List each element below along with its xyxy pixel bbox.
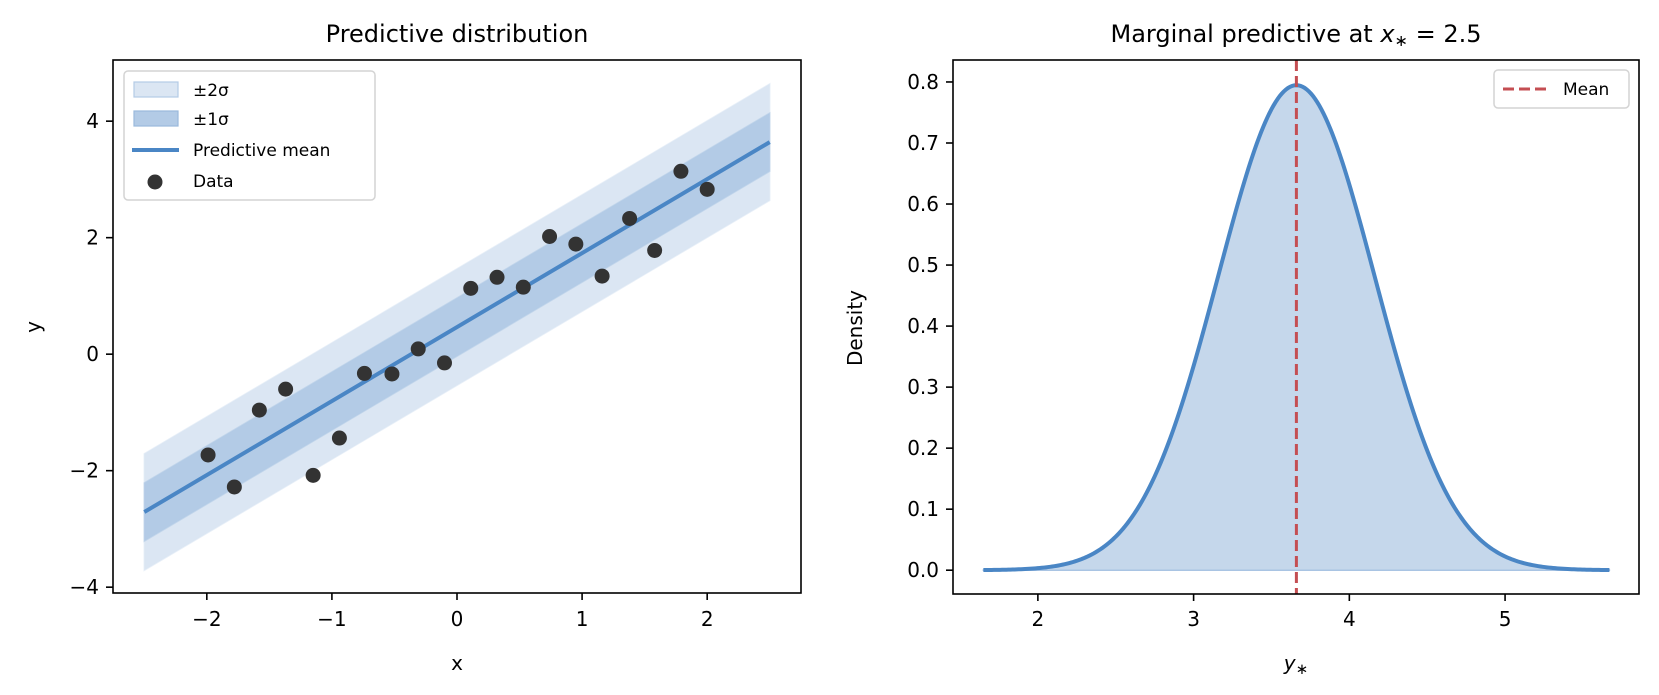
y-tick-label: 0.8 [907,70,939,94]
x-tick-label: 2 [701,607,714,631]
data-point [568,236,584,252]
y-tick-label: 0.5 [907,253,939,277]
legend-box [1493,69,1630,109]
right-density [982,60,1611,594]
right-y-label: Density [843,290,867,366]
right-title-var: x [1379,20,1395,48]
left-bands [143,82,771,572]
data-point [463,280,479,296]
y-tick-label: 0.3 [907,375,939,399]
legend-band1-label: ±1σ [193,110,229,130]
right-x-ticks: 2 3 4 5 [1032,594,1512,631]
right-legend: Mean [1493,69,1630,109]
data-point [278,381,294,397]
legend-mean-label: Predictive mean [193,141,330,161]
legend-box [123,70,376,201]
left-y-ticks: −4 −2 0 2 4 [70,109,113,599]
legend-data-marker [147,174,163,190]
data-point [489,269,505,285]
data-point [647,242,663,258]
y-tick-label: 0.0 [907,558,939,582]
y-tick-label: 4 [86,109,99,133]
data-point [331,430,347,446]
left-x-ticks: −2 −1 0 1 2 [192,593,714,631]
x-tick-label: 0 [451,607,464,631]
y-tick-label: −4 [70,575,99,599]
y-tick-label: 0.1 [907,497,939,521]
legend-data-label: Data [193,172,234,192]
right-axes-frame [952,59,1640,595]
left-x-label: x [451,651,463,675]
data-point [356,365,372,381]
right-title-prefix: Marginal predictive at [1111,20,1381,48]
right-x-label: y∗ [1283,651,1308,678]
right-x-label-sub: ∗ [1296,660,1309,678]
x-tick-label: −2 [192,607,221,631]
predictive-mean-line [143,140,771,514]
data-point [251,402,267,418]
x-tick-label: 3 [1187,607,1200,631]
right-y-ticks: 0.0 0.1 0.2 0.3 0.4 0.5 0.6 0.7 0.8 [907,70,953,582]
legend-band1-swatch [133,110,179,127]
data-point [542,229,558,245]
right-title: Marginal predictive at x∗ = 2.5 [1111,20,1482,50]
y-tick-label: 0.6 [907,192,939,216]
y-tick-label: 2 [86,226,99,250]
y-tick-label: 0 [86,342,99,366]
x-tick-label: 1 [576,607,589,631]
data-point [673,163,689,179]
left-panel: Predictive distribution −2 −1 0 1 2 −4−2024 … [21,20,802,675]
left-legend: ±2σ ±1σ Predictive mean Data [123,70,376,201]
data-point [384,366,400,382]
x-tick-label: 2 [1032,607,1045,631]
right-title-sub: ∗ [1395,31,1408,50]
left-title: Predictive distribution [326,20,589,48]
data-point [226,479,242,495]
y-tick-label: 0.4 [907,314,939,338]
left-points [200,163,715,495]
left-y-label: y [21,321,45,333]
y-tick-label: −2 [70,459,99,483]
data-point [699,181,715,197]
y-tick-label: 0.7 [907,131,939,155]
legend-band2-label: ±2σ [193,81,229,101]
legend-band2-swatch [133,81,179,98]
x-tick-label: 5 [1499,607,1512,631]
data-point [305,467,321,483]
data-point [436,355,452,371]
right-x-label-var: y [1283,651,1297,675]
x-tick-label: 4 [1343,607,1356,631]
y-tick-label: 0.2 [907,436,939,460]
right-title-suffix: = 2.5 [1408,20,1482,48]
data-point [200,447,216,463]
data-point [515,279,531,295]
data-point [622,210,638,226]
x-tick-label: −1 [317,607,346,631]
data-point [410,341,426,357]
legend-mean-label: Mean [1563,80,1609,100]
data-point [594,268,610,284]
